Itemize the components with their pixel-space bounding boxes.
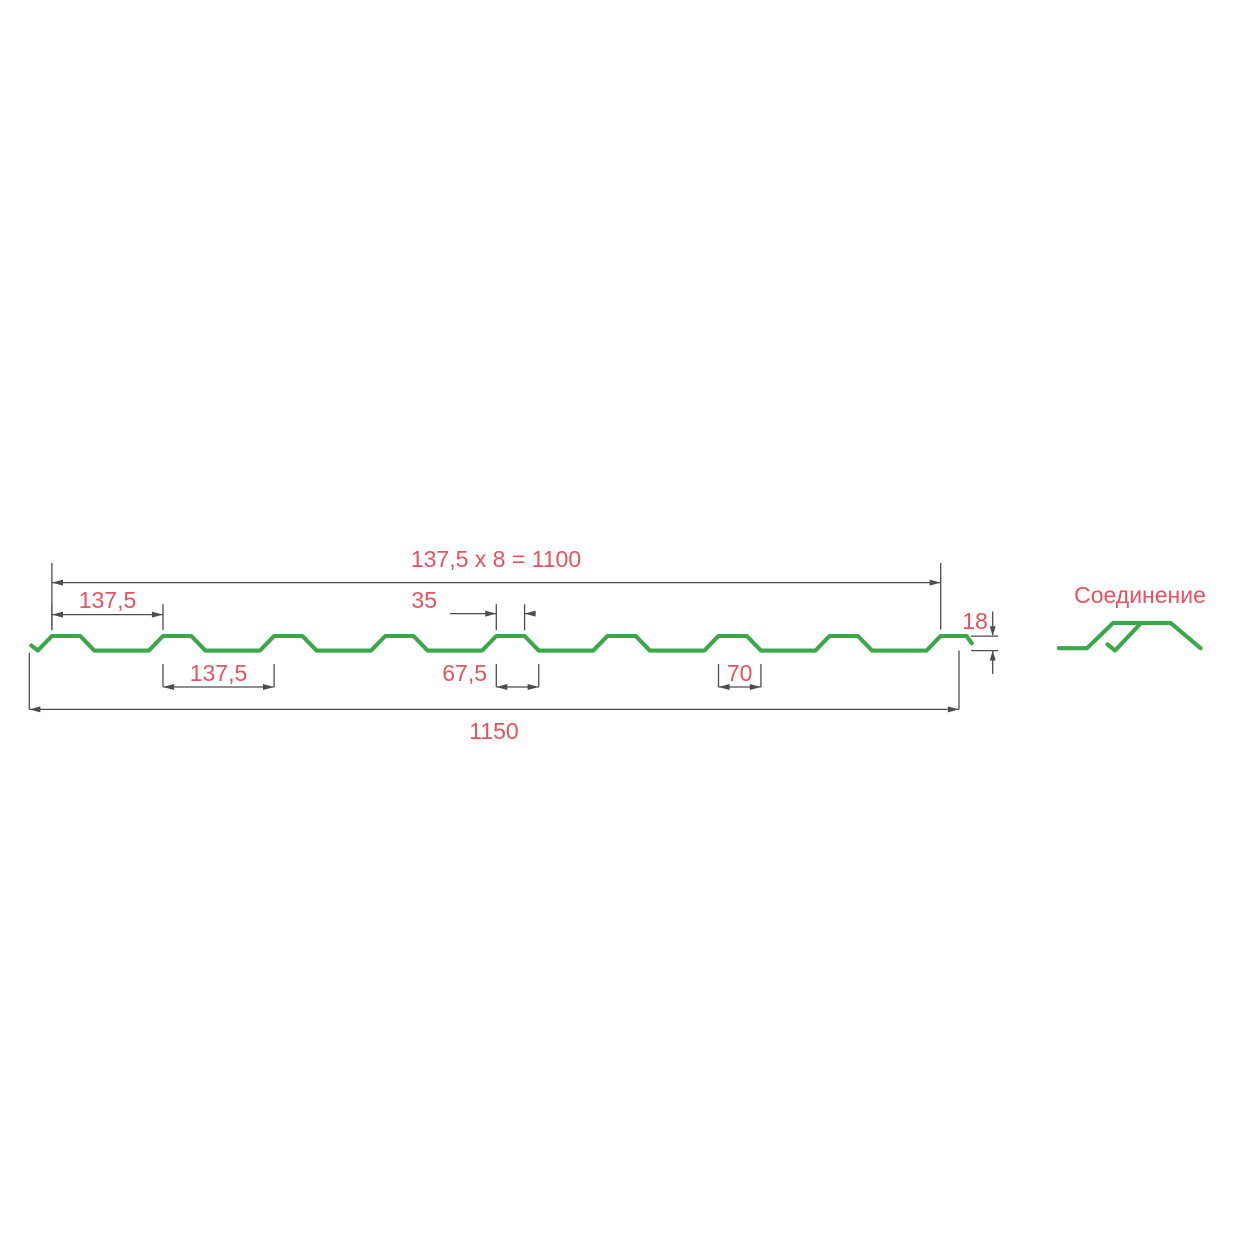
svg-text:137,5: 137,5 [190, 660, 248, 686]
svg-text:35: 35 [411, 587, 437, 613]
svg-text:70: 70 [727, 660, 753, 686]
svg-text:67,5: 67,5 [442, 660, 487, 686]
svg-text:137,5: 137,5 [79, 587, 137, 613]
svg-text:18: 18 [962, 608, 988, 634]
svg-text:Соединение: Соединение [1074, 582, 1206, 608]
svg-text:1150: 1150 [469, 718, 518, 744]
svg-text:137,5 x 8 = 1100: 137,5 x 8 = 1100 [411, 546, 581, 572]
